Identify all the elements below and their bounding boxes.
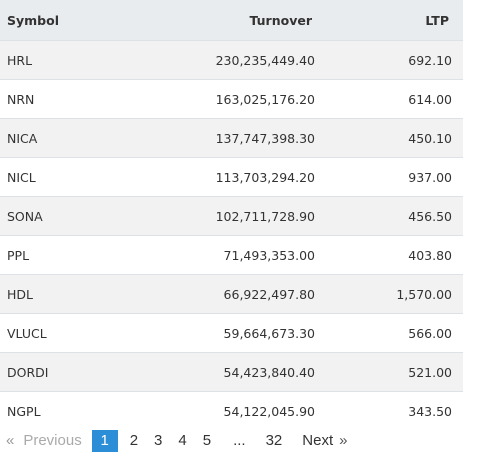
column-header-turnover[interactable]: Turnover xyxy=(150,0,326,41)
cell-ltp: 692.10 xyxy=(326,40,463,80)
table-row: NICL 113,703,294.20 937.00 xyxy=(0,157,463,197)
page-link-32[interactable]: 32 xyxy=(265,432,283,449)
cell-symbol[interactable]: VLUCL xyxy=(0,313,150,353)
cell-ltp: 614.00 xyxy=(326,79,463,119)
cell-symbol[interactable]: SONA xyxy=(0,196,150,236)
cell-ltp: 403.80 xyxy=(326,235,463,275)
cell-symbol[interactable]: HRL xyxy=(0,40,150,80)
page-link-2[interactable]: 2 xyxy=(129,432,139,449)
page-link-4[interactable]: 4 xyxy=(178,432,187,449)
table-row: VLUCL 59,664,673.30 566.00 xyxy=(0,313,463,353)
table-row: SONA 102,711,728.90 456.50 xyxy=(0,196,463,236)
table-row: HDL 66,922,497.80 1,570.00 xyxy=(0,274,463,314)
cell-ltp: 937.00 xyxy=(326,157,463,197)
table-row: NGPL 54,122,045.90 343.50 xyxy=(0,391,463,430)
cell-ltp: 450.10 xyxy=(326,118,463,158)
cell-symbol[interactable]: NICL xyxy=(0,157,150,197)
cell-symbol[interactable]: HDL xyxy=(0,274,150,314)
cell-symbol[interactable]: DORDI xyxy=(0,352,150,392)
pagination-ellipsis: ... xyxy=(233,432,246,449)
cell-turnover: 54,423,840.40 xyxy=(150,352,326,392)
page-link-5[interactable]: 5 xyxy=(202,432,212,449)
first-page-arrow-icon: « xyxy=(6,432,15,449)
page-link-1[interactable]: 1 xyxy=(91,430,118,452)
cell-ltp: 456.50 xyxy=(326,196,463,236)
cell-symbol[interactable]: NRN xyxy=(0,79,150,119)
next-page-link[interactable]: Next xyxy=(302,432,334,449)
cell-ltp: 521.00 xyxy=(326,352,463,392)
cell-symbol[interactable]: NICA xyxy=(0,118,150,158)
pagination: « Previous 1 2 3 4 5 ... 32 Next » xyxy=(6,430,347,452)
cell-turnover: 71,493,353.00 xyxy=(150,235,326,275)
table-row: NRN 163,025,176.20 614.00 xyxy=(0,79,463,119)
column-header-ltp[interactable]: LTP xyxy=(326,0,463,41)
table-row: DORDI 54,423,840.40 521.00 xyxy=(0,352,463,392)
top-turnover-table: Symbol Turnover LTP HRL 230,235,449.40 6… xyxy=(0,0,463,430)
column-header-symbol[interactable]: Symbol xyxy=(0,0,150,41)
cell-ltp: 566.00 xyxy=(326,313,463,353)
table-row: PPL 71,493,353.00 403.80 xyxy=(0,235,463,275)
table-row: HRL 230,235,449.40 692.10 xyxy=(0,40,463,80)
cell-turnover: 66,922,497.80 xyxy=(150,274,326,314)
cell-turnover: 113,703,294.20 xyxy=(150,157,326,197)
previous-page-link: Previous xyxy=(23,432,82,449)
table-header-row: Symbol Turnover LTP xyxy=(0,0,463,41)
last-page-arrow-icon[interactable]: » xyxy=(339,432,348,449)
page-link-3[interactable]: 3 xyxy=(154,432,163,449)
cell-ltp: 343.50 xyxy=(326,391,463,430)
cell-turnover: 230,235,449.40 xyxy=(150,40,326,80)
cell-turnover: 54,122,045.90 xyxy=(150,391,326,430)
table-row: NICA 137,747,398.30 450.10 xyxy=(0,118,463,158)
cell-symbol[interactable]: NGPL xyxy=(0,391,150,430)
cell-turnover: 102,711,728.90 xyxy=(150,196,326,236)
cell-ltp: 1,570.00 xyxy=(326,274,463,314)
cell-turnover: 163,025,176.20 xyxy=(150,79,326,119)
cell-turnover: 137,747,398.30 xyxy=(150,118,326,158)
cell-turnover: 59,664,673.30 xyxy=(150,313,326,353)
cell-symbol[interactable]: PPL xyxy=(0,235,150,275)
